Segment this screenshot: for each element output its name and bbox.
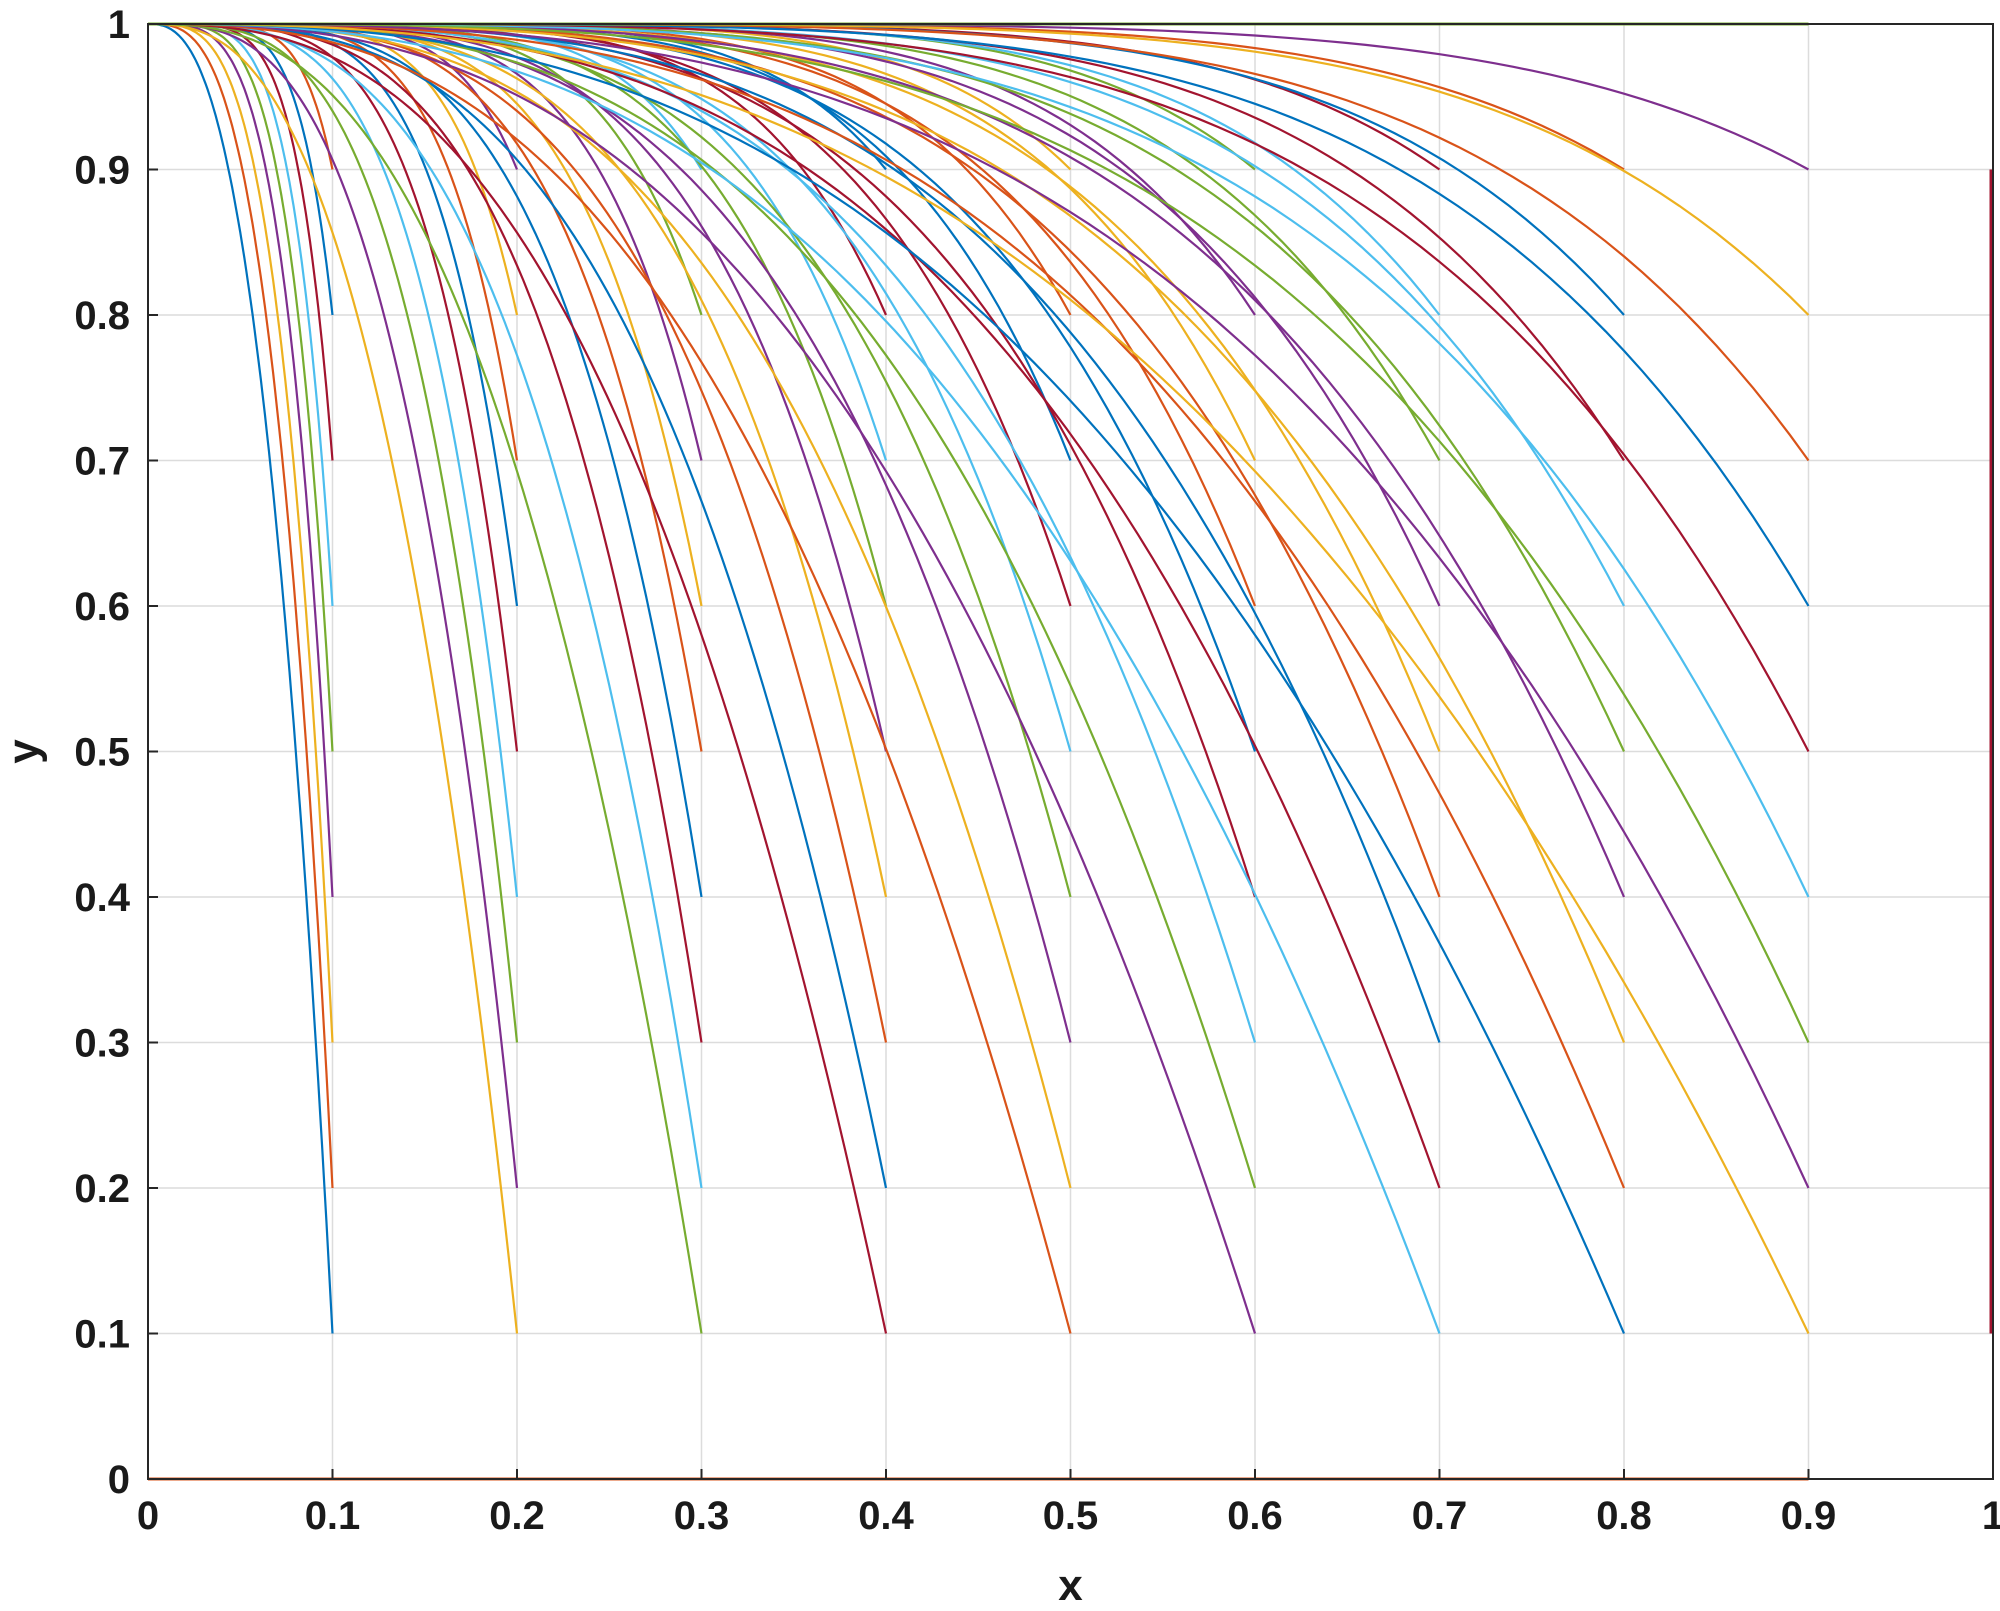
- y-tick-label: 0.8: [74, 294, 130, 338]
- x-tick-label: 1: [1982, 1494, 2000, 1538]
- series-curve: [148, 22, 1441, 1189]
- y-tick-label: 0.5: [74, 731, 130, 775]
- y-tick-label: 0.2: [74, 1167, 130, 1211]
- series-curve: [148, 22, 334, 1334]
- y-tick-label: 0.3: [74, 1022, 130, 1066]
- series-curve: [148, 22, 888, 1334]
- y-tick-label: 0: [108, 1458, 130, 1502]
- x-tick-label: 0.7: [1412, 1494, 1468, 1538]
- series-curve: [148, 22, 1626, 1334]
- x-tick-label: 0.9: [1781, 1494, 1837, 1538]
- x-tick-label: 0.4: [858, 1494, 914, 1538]
- series-curve: [148, 22, 519, 1334]
- series-curve: [148, 22, 1072, 1334]
- y-tick-label: 0.7: [74, 440, 130, 484]
- x-tick-label: 0.3: [674, 1494, 730, 1538]
- x-axis-title: x: [1058, 1561, 1083, 1606]
- series-curve: [148, 22, 1810, 1189]
- y-axis-title: y: [0, 739, 48, 764]
- y-tick-label: 0.9: [74, 149, 130, 193]
- series-curve: [148, 22, 1810, 1334]
- x-tick-label: 0.8: [1596, 1494, 1652, 1538]
- series-curve: [148, 22, 1626, 1189]
- ticks: 0 0.1 0.2 0.3 0.4 0.5 0.6 0.7 0.8 0.9 1 0 0.1 0.2 0.3 0…: [74, 3, 2000, 1538]
- x-tick-label: 0: [137, 1494, 159, 1538]
- series-curve: [148, 22, 1441, 1334]
- series-curve: [148, 22, 703, 1334]
- y-tick-label: 0.4: [74, 876, 130, 920]
- y-tick-label: 0.6: [74, 585, 130, 629]
- x-tick-label: 0.5: [1043, 1494, 1099, 1538]
- y-tick-label: 1: [108, 3, 130, 47]
- series-curve: [148, 22, 1257, 1334]
- x-tick-label: 0.1: [305, 1494, 361, 1538]
- series-curve: [148, 22, 334, 1189]
- y-tick-label: 0.1: [74, 1313, 130, 1357]
- x-tick-label: 0.2: [489, 1494, 545, 1538]
- x-tick-label: 0.6: [1227, 1494, 1283, 1538]
